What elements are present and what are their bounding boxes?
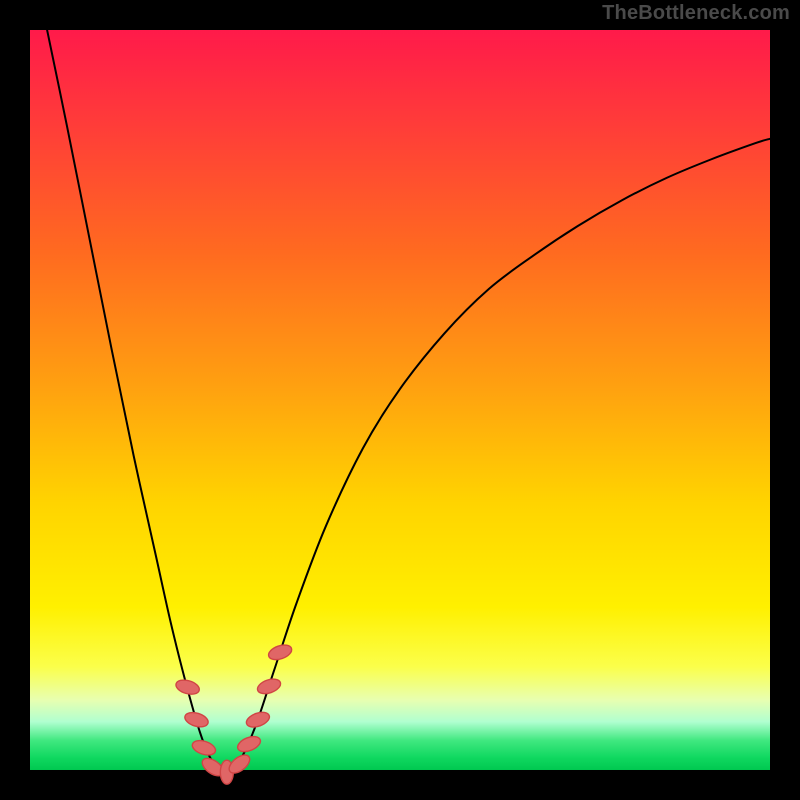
- chart-svg: [0, 0, 800, 800]
- watermark-text: TheBottleneck.com: [602, 2, 790, 25]
- chart-frame: TheBottleneck.com: [0, 0, 800, 800]
- plot-background: [30, 30, 770, 770]
